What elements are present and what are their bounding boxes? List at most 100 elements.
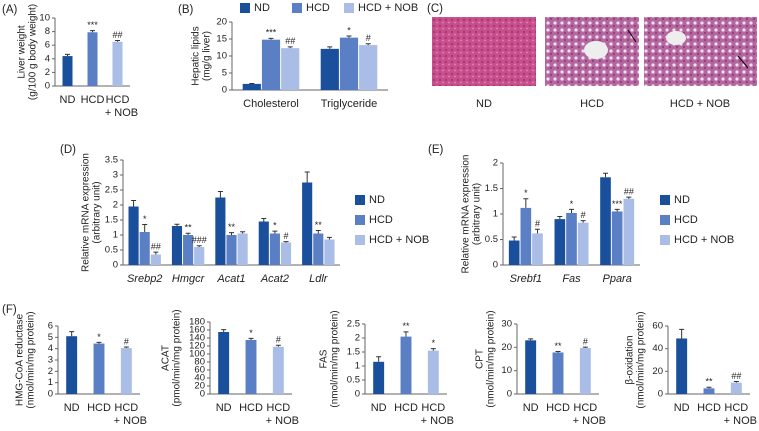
- error-bar: [65, 53, 70, 57]
- error-bar: [376, 356, 382, 362]
- bar: [218, 332, 230, 394]
- y-tick-label: 40: [194, 373, 205, 384]
- x-tick-label: Srebp2: [127, 273, 162, 285]
- error-bar: [153, 251, 159, 255]
- y-axis-unit: (nmol/min/mg protein): [330, 310, 341, 407]
- y-tick-label: 3.5: [105, 155, 118, 166]
- error-bar: [679, 328, 685, 339]
- image-label: HCD: [580, 98, 604, 110]
- y-tick-label: 0: [493, 260, 498, 271]
- significance-mark: ##: [151, 241, 161, 251]
- error-bar: [217, 191, 223, 198]
- significance-mark: *: [97, 332, 101, 342]
- bar: [258, 221, 269, 265]
- legend-label: HCD: [674, 214, 698, 226]
- bar: [508, 240, 520, 265]
- error-bar: [614, 208, 620, 212]
- x-tick-label: HCD: [114, 402, 138, 414]
- error-bar: [196, 245, 202, 247]
- y-tick-label: 4: [45, 53, 50, 64]
- y-tick-label: 60: [194, 365, 205, 376]
- significance-mark: #: [276, 335, 281, 345]
- legend-swatch: [355, 215, 365, 225]
- y-axis-title: Hepatic lipids: [191, 26, 202, 85]
- bar: [139, 232, 150, 265]
- legend-label: ND: [674, 194, 690, 206]
- y-axis-title: β-oxidation: [625, 335, 636, 384]
- bar: [427, 350, 439, 394]
- y-axis-title: Relative mRNA expression: [81, 153, 92, 272]
- significance-mark: **: [228, 222, 236, 232]
- error-bar: [221, 329, 227, 332]
- x-tick-label: HCD: [546, 402, 570, 414]
- x-tick-label: + NOB: [266, 415, 299, 427]
- bar: [320, 48, 339, 90]
- histology-images: [432, 17, 757, 86]
- error-bar: [90, 30, 95, 33]
- y-tick-label: 0: [48, 389, 53, 400]
- bar: [281, 48, 300, 90]
- y-tick-label: 20: [501, 342, 512, 353]
- bar: [245, 340, 257, 394]
- y-tick-label: 1: [113, 230, 118, 241]
- y-axis-unit: (nmol/min/mg protein): [26, 311, 37, 408]
- error-bar: [555, 351, 561, 353]
- x-tick-label: Ldlr: [309, 273, 329, 285]
- y-tick-label: 80: [194, 357, 205, 368]
- image-hcd-nob: [644, 17, 757, 86]
- y-tick-label: 0: [222, 85, 227, 96]
- bar: [552, 352, 564, 394]
- legend-label: HCD + NOB: [358, 2, 418, 14]
- y-tick-label: 2.5: [347, 319, 360, 330]
- x-tick-label: ND: [674, 402, 690, 414]
- legend-swatch: [355, 235, 365, 245]
- y-tick-label: 10: [216, 51, 227, 62]
- y-tick-label: 1.5: [485, 183, 498, 194]
- legend-swatch: [240, 3, 250, 13]
- x-tick-label: HCD: [724, 402, 748, 414]
- y-tick-label: 0: [507, 389, 512, 400]
- y-axis-unit: (g/100 g body weight): [28, 4, 39, 100]
- legend-swatch: [292, 3, 302, 13]
- y-tick-label: 0: [658, 389, 663, 400]
- bar: [676, 338, 688, 394]
- error-bar: [185, 232, 191, 235]
- error-bar: [327, 46, 333, 49]
- panel-label: (A): [2, 4, 18, 16]
- error-bar: [403, 331, 409, 337]
- x-tick-label: + NOB: [105, 107, 138, 119]
- y-tick-label: 0: [113, 260, 118, 271]
- significance-mark: ***: [87, 20, 98, 30]
- panel-label: (C): [427, 3, 443, 15]
- error-bar: [287, 46, 293, 49]
- x-tick-label: HCD: [573, 402, 597, 414]
- y-tick-label: 0: [355, 389, 360, 400]
- error-bar: [365, 43, 371, 46]
- y-tick-label: 6: [48, 321, 53, 332]
- significance-mark: *: [432, 338, 436, 348]
- y-tick-label: 2: [493, 158, 498, 169]
- error-bar: [528, 338, 534, 341]
- bar: [611, 211, 623, 265]
- error-bar: [511, 236, 517, 241]
- bar: [400, 336, 412, 394]
- y-axis-unit: (arbitrary unit): [472, 183, 483, 245]
- error-bar: [569, 208, 574, 213]
- y-tick-label: 0.5: [105, 245, 118, 256]
- error-bar: [626, 196, 632, 199]
- significance-mark: **: [554, 341, 562, 351]
- error-bar: [534, 228, 540, 234]
- legend-swatch: [355, 195, 365, 205]
- y-tick-label: 0.5: [485, 234, 498, 245]
- bar: [150, 254, 161, 265]
- significance-mark: ##: [112, 30, 122, 40]
- vessel: [666, 31, 686, 45]
- legend-label: HCD: [306, 2, 330, 14]
- error-bar: [229, 232, 234, 235]
- y-tick-label: 140: [189, 333, 205, 344]
- significance-mark: *: [143, 214, 147, 224]
- bar: [280, 242, 292, 265]
- error-bar: [240, 231, 246, 234]
- arrow: [737, 55, 749, 69]
- panel-label: (B): [178, 4, 194, 16]
